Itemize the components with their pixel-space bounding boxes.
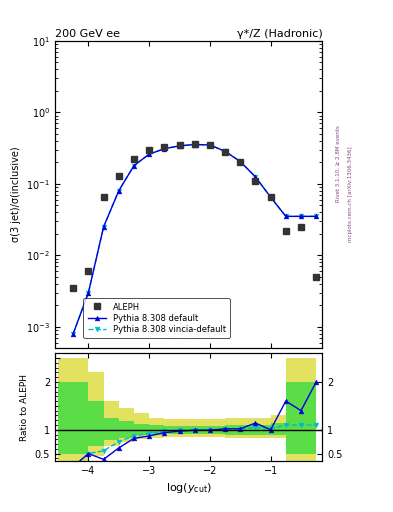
Line: Pythia 8.308 default: Pythia 8.308 default — [71, 142, 319, 336]
Pythia 8.308 default — [132, 162, 136, 168]
Bar — [195, 426, 210, 434]
Bar — [210, 419, 225, 437]
Pythia 8.308 vincia-default — [238, 159, 242, 165]
Pythia 8.308 vincia-default — [86, 289, 91, 295]
Bar — [240, 425, 255, 435]
Bar — [104, 401, 119, 446]
Bar — [134, 424, 149, 436]
Pythia 8.308 default — [147, 151, 152, 157]
Bar — [271, 415, 286, 438]
Pythia 8.308 vincia-default — [132, 162, 136, 168]
Y-axis label: Ratio to ALEPH: Ratio to ALEPH — [20, 374, 29, 440]
Pythia 8.308 vincia-default — [192, 141, 197, 147]
ALEPH — [253, 178, 258, 184]
Pythia 8.308 vincia-default — [253, 174, 258, 180]
Pythia 8.308 vincia-default — [177, 143, 182, 149]
Pythia 8.308 vincia-default — [223, 148, 228, 155]
Pythia 8.308 default — [283, 214, 288, 220]
ALEPH — [238, 159, 242, 165]
Pythia 8.308 vincia-default — [162, 145, 167, 152]
ALEPH — [132, 156, 136, 162]
Pythia 8.308 default — [238, 159, 242, 165]
ALEPH — [86, 268, 91, 274]
Line: ALEPH: ALEPH — [70, 141, 319, 291]
Bar — [271, 422, 286, 435]
Pythia 8.308 default — [192, 141, 197, 147]
ALEPH — [71, 285, 75, 291]
Pythia 8.308 default — [116, 188, 121, 194]
Bar — [195, 419, 210, 437]
Bar — [180, 419, 195, 437]
Pythia 8.308 default — [299, 214, 303, 220]
Text: γ*/Z (Hadronic): γ*/Z (Hadronic) — [237, 29, 322, 39]
Pythia 8.308 default — [101, 224, 106, 230]
Text: Rivet 3.1.10, ≥ 2.8M events: Rivet 3.1.10, ≥ 2.8M events — [336, 125, 341, 202]
Pythia 8.308 default — [71, 331, 75, 337]
Bar — [286, 382, 316, 454]
Bar — [240, 418, 255, 438]
Bar — [134, 413, 149, 439]
ALEPH — [208, 141, 212, 147]
Bar — [119, 421, 134, 438]
Pythia 8.308 vincia-default — [314, 214, 319, 220]
Bar — [225, 425, 240, 435]
Pythia 8.308 vincia-default — [283, 214, 288, 220]
X-axis label: $\log(y_\mathrm{cut})$: $\log(y_\mathrm{cut})$ — [166, 481, 211, 495]
Pythia 8.308 default — [253, 174, 258, 180]
ALEPH — [314, 273, 319, 280]
Bar — [225, 418, 240, 438]
Bar — [180, 426, 195, 434]
Bar — [88, 401, 104, 446]
Bar — [164, 419, 180, 437]
Bar — [88, 372, 104, 456]
Bar — [119, 408, 134, 442]
Text: ALEPH_2004_S5765862: ALEPH_2004_S5765862 — [147, 329, 230, 336]
Pythia 8.308 default — [162, 145, 167, 152]
ALEPH — [192, 141, 197, 147]
Bar — [164, 426, 180, 434]
ALEPH — [283, 228, 288, 234]
Pythia 8.308 vincia-default — [71, 331, 75, 337]
Bar — [255, 425, 271, 435]
Y-axis label: σ(3 jet)/σ(inclusive): σ(3 jet)/σ(inclusive) — [11, 147, 20, 242]
Text: 200 GeV ee: 200 GeV ee — [55, 29, 120, 39]
Pythia 8.308 vincia-default — [208, 142, 212, 148]
Pythia 8.308 vincia-default — [116, 188, 121, 194]
Pythia 8.308 vincia-default — [268, 194, 273, 200]
Bar — [58, 382, 88, 454]
Legend: ALEPH, Pythia 8.308 default, Pythia 8.308 vincia-default: ALEPH, Pythia 8.308 default, Pythia 8.30… — [83, 298, 230, 338]
Pythia 8.308 vincia-default — [147, 151, 152, 157]
Bar — [149, 418, 164, 438]
Bar — [286, 358, 316, 461]
Pythia 8.308 default — [208, 142, 212, 148]
Bar — [58, 358, 88, 461]
ALEPH — [268, 194, 273, 200]
Pythia 8.308 default — [86, 289, 91, 295]
Line: Pythia 8.308 vincia-default: Pythia 8.308 vincia-default — [71, 142, 319, 336]
Pythia 8.308 vincia-default — [299, 214, 303, 220]
Pythia 8.308 default — [314, 214, 319, 220]
ALEPH — [147, 146, 152, 153]
Bar — [210, 426, 225, 434]
Pythia 8.308 vincia-default — [101, 224, 106, 230]
ALEPH — [101, 194, 106, 200]
Bar — [104, 418, 119, 440]
ALEPH — [162, 144, 167, 150]
Bar — [255, 418, 271, 438]
ALEPH — [299, 224, 303, 230]
Bar — [149, 425, 164, 435]
Pythia 8.308 default — [177, 143, 182, 149]
ALEPH — [223, 149, 228, 155]
ALEPH — [116, 173, 121, 179]
Pythia 8.308 default — [223, 148, 228, 155]
Pythia 8.308 default — [268, 194, 273, 200]
Text: mcplots.cern.ch [arXiv:1306.3436]: mcplots.cern.ch [arXiv:1306.3436] — [348, 147, 353, 242]
ALEPH — [177, 142, 182, 148]
